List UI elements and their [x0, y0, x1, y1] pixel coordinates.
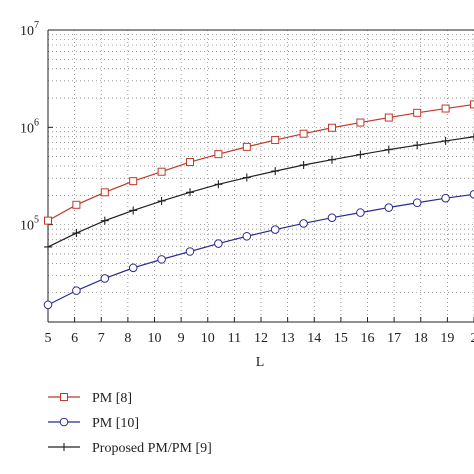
legend: PM [8] PM [10] Proposed PM/PM [9] — [48, 391, 212, 456]
data-point-series-2 — [44, 242, 52, 251]
data-point-series-2 — [242, 173, 251, 182]
data-point-series-1 — [185, 247, 195, 256]
data-point-series-1 — [270, 225, 280, 234]
data-point-series-1 — [299, 219, 308, 228]
legend-label: PM [10] — [92, 416, 139, 431]
legend-marker — [60, 393, 68, 401]
x-tick-label: 10 — [148, 331, 162, 346]
x-tick-label: 17 — [387, 331, 401, 346]
data-point-series-0 — [470, 100, 474, 109]
data-point-series-1 — [72, 286, 81, 295]
data-point-series-1 — [356, 208, 365, 217]
series-layer — [43, 100, 474, 310]
x-tick-label: 5 — [45, 331, 52, 346]
data-point-series-2 — [214, 180, 223, 189]
data-point-series-0 — [384, 113, 393, 122]
data-point-series-1 — [441, 193, 450, 203]
x-tick-label: 19 — [440, 331, 454, 346]
grid-lines — [47, 30, 474, 323]
data-point-series-2 — [186, 188, 194, 197]
legend-label: PM [8] — [92, 391, 132, 406]
x-tick-label: 12 — [254, 331, 268, 346]
data-point-series-2 — [100, 216, 109, 225]
x-tick-label: 9 — [178, 331, 185, 346]
data-point-series-1 — [384, 203, 394, 212]
data-point-series-2 — [328, 155, 336, 164]
data-point-series-2 — [356, 150, 365, 159]
x-tick-label: 15 — [334, 331, 348, 346]
x-tick-label: 16 — [361, 331, 375, 346]
axes — [47, 29, 474, 323]
data-point-series-1 — [43, 300, 53, 310]
data-point-series-2 — [413, 141, 422, 150]
data-point-series-2 — [470, 132, 474, 141]
data-point-series-2 — [157, 197, 166, 206]
tick-labels: 5 6 7 8 10 9 10 11 12 13 14 15 16 17 18 19 2 105 106 107 — [20, 20, 474, 346]
x-tick-label: 7 — [98, 331, 105, 346]
data-point-series-0 — [129, 177, 138, 186]
series-line-1 — [47, 193, 474, 306]
x-tick-label: 6 — [71, 331, 78, 346]
data-point-series-0 — [186, 158, 194, 167]
data-point-series-0 — [100, 188, 109, 197]
data-point-series-1 — [128, 263, 138, 273]
data-point-series-0 — [214, 150, 223, 159]
y-tick-label: 105 — [20, 215, 39, 234]
data-point-series-0 — [356, 118, 365, 127]
data-point-series-0 — [271, 136, 280, 145]
x-axis-label: L — [256, 355, 265, 370]
data-point-series-0 — [328, 123, 336, 132]
data-point-series-2 — [384, 145, 393, 154]
data-point-series-0 — [413, 108, 422, 117]
y-tick-label: 107 — [20, 20, 39, 39]
y-tick-label: 106 — [20, 117, 39, 136]
legend-marker — [59, 417, 69, 427]
x-tick-label: 10 — [201, 331, 215, 346]
series-line-0 — [47, 103, 474, 222]
data-point-series-0 — [157, 167, 166, 176]
data-point-series-0 — [299, 129, 308, 138]
data-point-series-1 — [100, 274, 110, 283]
x-tick-label: 8 — [124, 331, 131, 346]
data-point-series-2 — [299, 161, 308, 170]
data-point-series-1 — [412, 198, 422, 208]
data-point-series-1 — [214, 239, 223, 248]
x-tick-label: 13 — [281, 331, 295, 346]
data-point-series-2 — [441, 136, 450, 145]
data-point-series-1 — [242, 231, 252, 241]
data-point-series-0 — [441, 104, 450, 113]
data-point-series-1 — [469, 190, 474, 199]
legend-label: Proposed PM/PM [9] — [92, 441, 212, 456]
x-tick-label: 11 — [228, 331, 241, 346]
data-point-series-2 — [271, 167, 280, 176]
data-point-series-1 — [327, 213, 337, 222]
data-point-series-2 — [129, 206, 138, 215]
x-tick-label: 18 — [414, 331, 428, 346]
legend-marker — [60, 443, 68, 451]
series-line-2 — [47, 136, 474, 248]
x-tick-label: 14 — [307, 331, 321, 346]
data-point-series-0 — [44, 216, 52, 225]
data-point-series-0 — [72, 200, 81, 209]
data-point-series-0 — [242, 142, 251, 151]
x-tick-label: 2 — [471, 331, 474, 346]
data-point-series-2 — [72, 229, 81, 238]
data-point-series-1 — [157, 255, 166, 264]
